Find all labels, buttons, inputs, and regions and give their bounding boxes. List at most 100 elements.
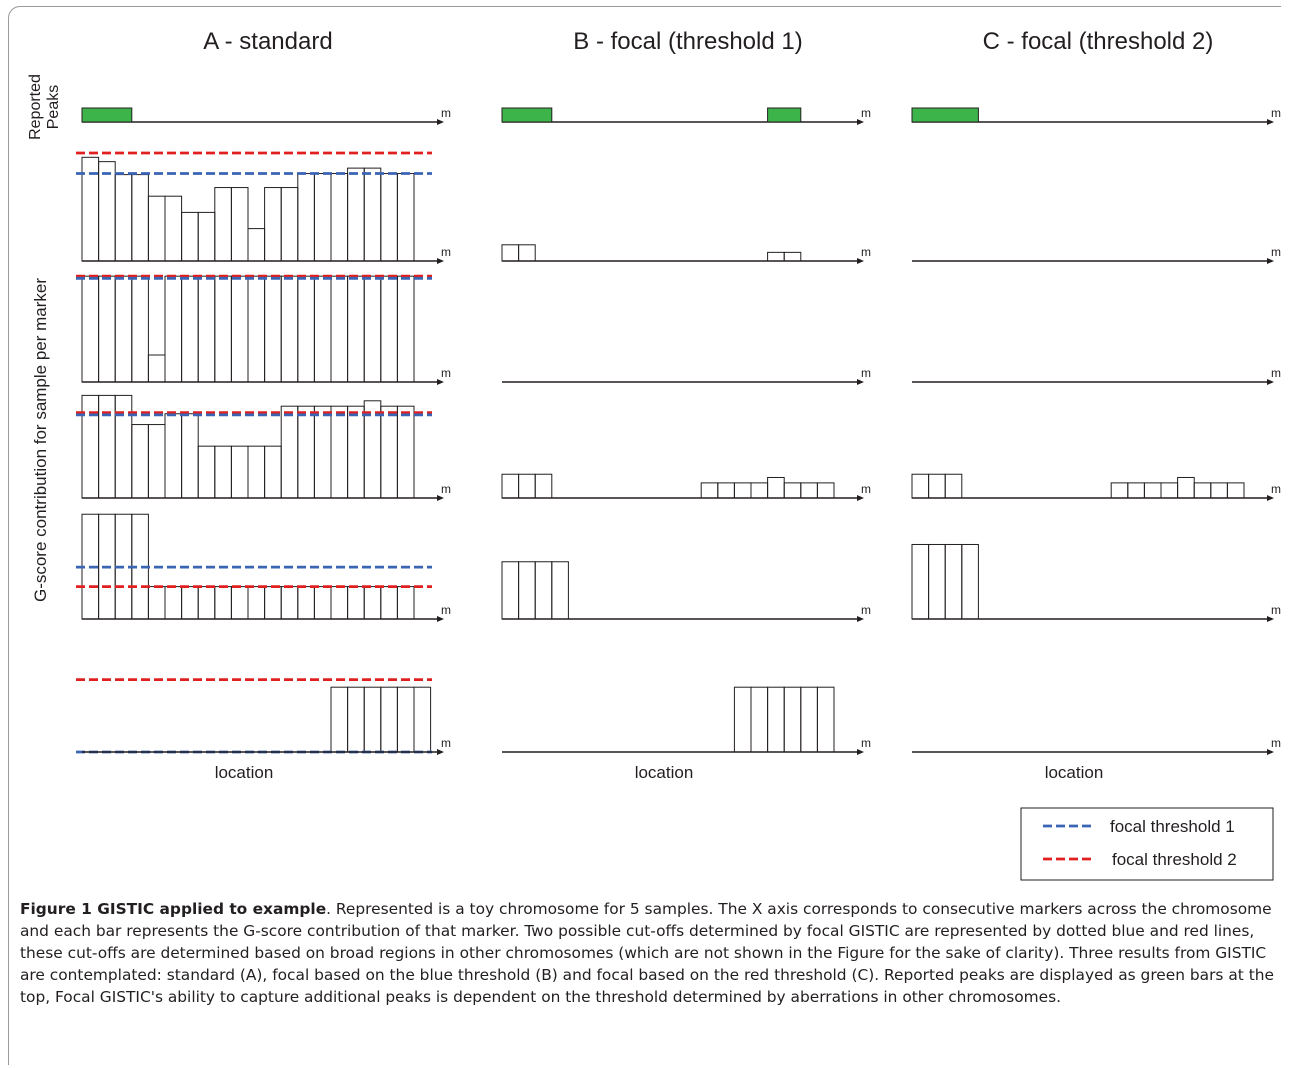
bar-b-s1-m0: [501, 244, 520, 262]
bar-a-s1-m6: [181, 211, 199, 262]
bar-b-s3-m17: [783, 482, 802, 499]
bar-a-s1-m18: [380, 173, 398, 262]
axis-end-label-b-s1: m: [861, 245, 871, 259]
gistic-figure: A - standard location B - focal (threshold…: [27, 28, 1281, 881]
bar-a-s4-m13: [297, 586, 315, 620]
bar-a-s2-m16: [347, 275, 365, 383]
bar-b-s4-m1: [518, 561, 536, 620]
bar-b-s4-m0: [501, 561, 520, 620]
bar-a-s3-m18: [380, 405, 398, 499]
bar-a-s3-m0: [81, 394, 100, 499]
axis-end-label-a-s2: m: [441, 366, 451, 380]
bar-a-s4-m11: [264, 586, 282, 620]
bar-a-s3-m7: [197, 445, 216, 499]
axis-arrow-a-s5: [437, 749, 444, 755]
x-axis-label-b: location: [635, 763, 694, 782]
bar-a-s2-m11: [264, 275, 282, 383]
bar-a-s3-m6: [181, 413, 199, 499]
bar-c-s3-m16: [1177, 476, 1195, 499]
bar-b-s3-m15: [750, 482, 769, 499]
bar-a-s3-m12: [280, 405, 299, 499]
axis-arrow-a-s2: [437, 379, 444, 385]
bar-a-s3-m13: [297, 405, 315, 499]
bar-a-s1-m3: [131, 174, 149, 262]
caption-text: . Represented is a toy chromosome for 5 …: [20, 900, 1274, 1006]
bar-a-s2-m0: [81, 275, 100, 383]
bar-b-s3-m19: [816, 482, 835, 499]
axis-end-label-a-s4: m: [441, 603, 451, 617]
axis-end-label-c-s5: m: [1271, 736, 1281, 750]
bar-a-s3-m11: [264, 445, 282, 499]
bar-a-s2-m6: [181, 275, 199, 383]
axis-end-label-b-s2: m: [861, 366, 871, 380]
axis-end-label-c-s4: m: [1271, 603, 1281, 617]
bar-a-s4-m19: [396, 586, 415, 620]
bar-b-s3-m13: [717, 482, 735, 499]
axis-end-label-c-s3: m: [1271, 482, 1281, 496]
bar-a-s1-m8: [214, 187, 232, 262]
legend-threshold2-label: focal threshold 2: [1112, 850, 1237, 869]
bar-a-s3-m2: [114, 394, 133, 499]
bar-a-s1-m12: [280, 187, 299, 262]
bar-a-s2-m15: [330, 275, 349, 383]
bar-a-s2-m18: [380, 275, 398, 383]
bar-c-s3-m17: [1193, 482, 1212, 499]
bar-a-s3-m16: [347, 405, 365, 499]
panel-title-a: A - standard: [203, 28, 332, 55]
bar-a-s1-m4: [147, 195, 166, 262]
axis-end-label-a-s1: m: [441, 245, 451, 259]
axis-end-label-a-peaks: m: [441, 106, 451, 120]
bar-a-s3-m8: [214, 445, 232, 499]
axis-arrow-b-s3: [857, 495, 864, 501]
bar-a-s2-m19: [396, 275, 415, 383]
axis-end-label-b-s5: m: [861, 736, 871, 750]
bar-a-s3-m14: [313, 405, 332, 499]
bar-b-s4-m3: [551, 561, 569, 620]
panel-c: m m m m m m: [911, 106, 1281, 755]
bar-b-s3-m14: [733, 482, 752, 499]
bar-a-s5-m15: [330, 686, 349, 753]
bar-a-s1-m10: [247, 228, 266, 262]
figure-frame: [8, 6, 1281, 1065]
bar-a-s2-m12: [280, 275, 299, 383]
bar-a-s2-m10: [247, 275, 266, 383]
bar-a-s1-m11: [264, 187, 282, 262]
caption-label: Figure 1 GISTIC applied to example: [20, 900, 327, 918]
reported-peaks-label-line1: Reported: [27, 74, 44, 140]
axis-arrow-c-s1: [1267, 258, 1274, 264]
bar-b-s5-m15: [750, 686, 769, 753]
axis-arrow-b-s1: [857, 258, 864, 264]
x-axis-label-a: location: [215, 763, 274, 782]
bar-a-s5-m18: [380, 686, 398, 753]
bar-b-s1-m16: [767, 251, 785, 262]
axis-arrow-b-s2: [857, 379, 864, 385]
bar-c-s4-m0: [911, 543, 930, 620]
axis-arrow-b-s5: [857, 749, 864, 755]
bar-a-s5-m20: [413, 686, 432, 753]
reported-peak-a-0: [81, 107, 133, 123]
panel-title-c: C - focal (threshold 2): [983, 28, 1214, 55]
bar-a-s4-m18: [380, 586, 398, 620]
bar-a-s4-m17: [363, 586, 382, 620]
bar-b-s5-m18: [800, 686, 818, 753]
bar-c-s4-m3: [961, 543, 979, 620]
axis-arrow-c-peaks: [1267, 119, 1274, 125]
bar-a-s3-m9: [230, 445, 249, 499]
x-axis-label-c: location: [1045, 763, 1104, 782]
bar-a-s4-m15: [330, 586, 349, 620]
panel-title-b: B - focal (threshold 1): [573, 28, 802, 55]
bar-a-s1-m5: [164, 195, 183, 262]
bar-c-s3-m2: [944, 473, 963, 499]
bar-a-s2-m3: [131, 275, 149, 383]
bar-a-s1-m16: [347, 167, 365, 262]
bar-b-s3-m0: [501, 473, 520, 499]
bar-b-s5-m17: [783, 686, 802, 753]
bar-a-s3-m10: [247, 445, 266, 499]
legend-threshold1-label: focal threshold 1: [1110, 817, 1235, 836]
bar-b-s3-m18: [800, 482, 818, 499]
bar-c-s3-m0: [911, 473, 930, 499]
bar-b-s5-m16: [767, 686, 785, 753]
bar-a-s2-m17: [363, 275, 382, 383]
bar-a-s4-m14: [313, 586, 332, 620]
bar-a-s1-m7: [197, 211, 216, 262]
